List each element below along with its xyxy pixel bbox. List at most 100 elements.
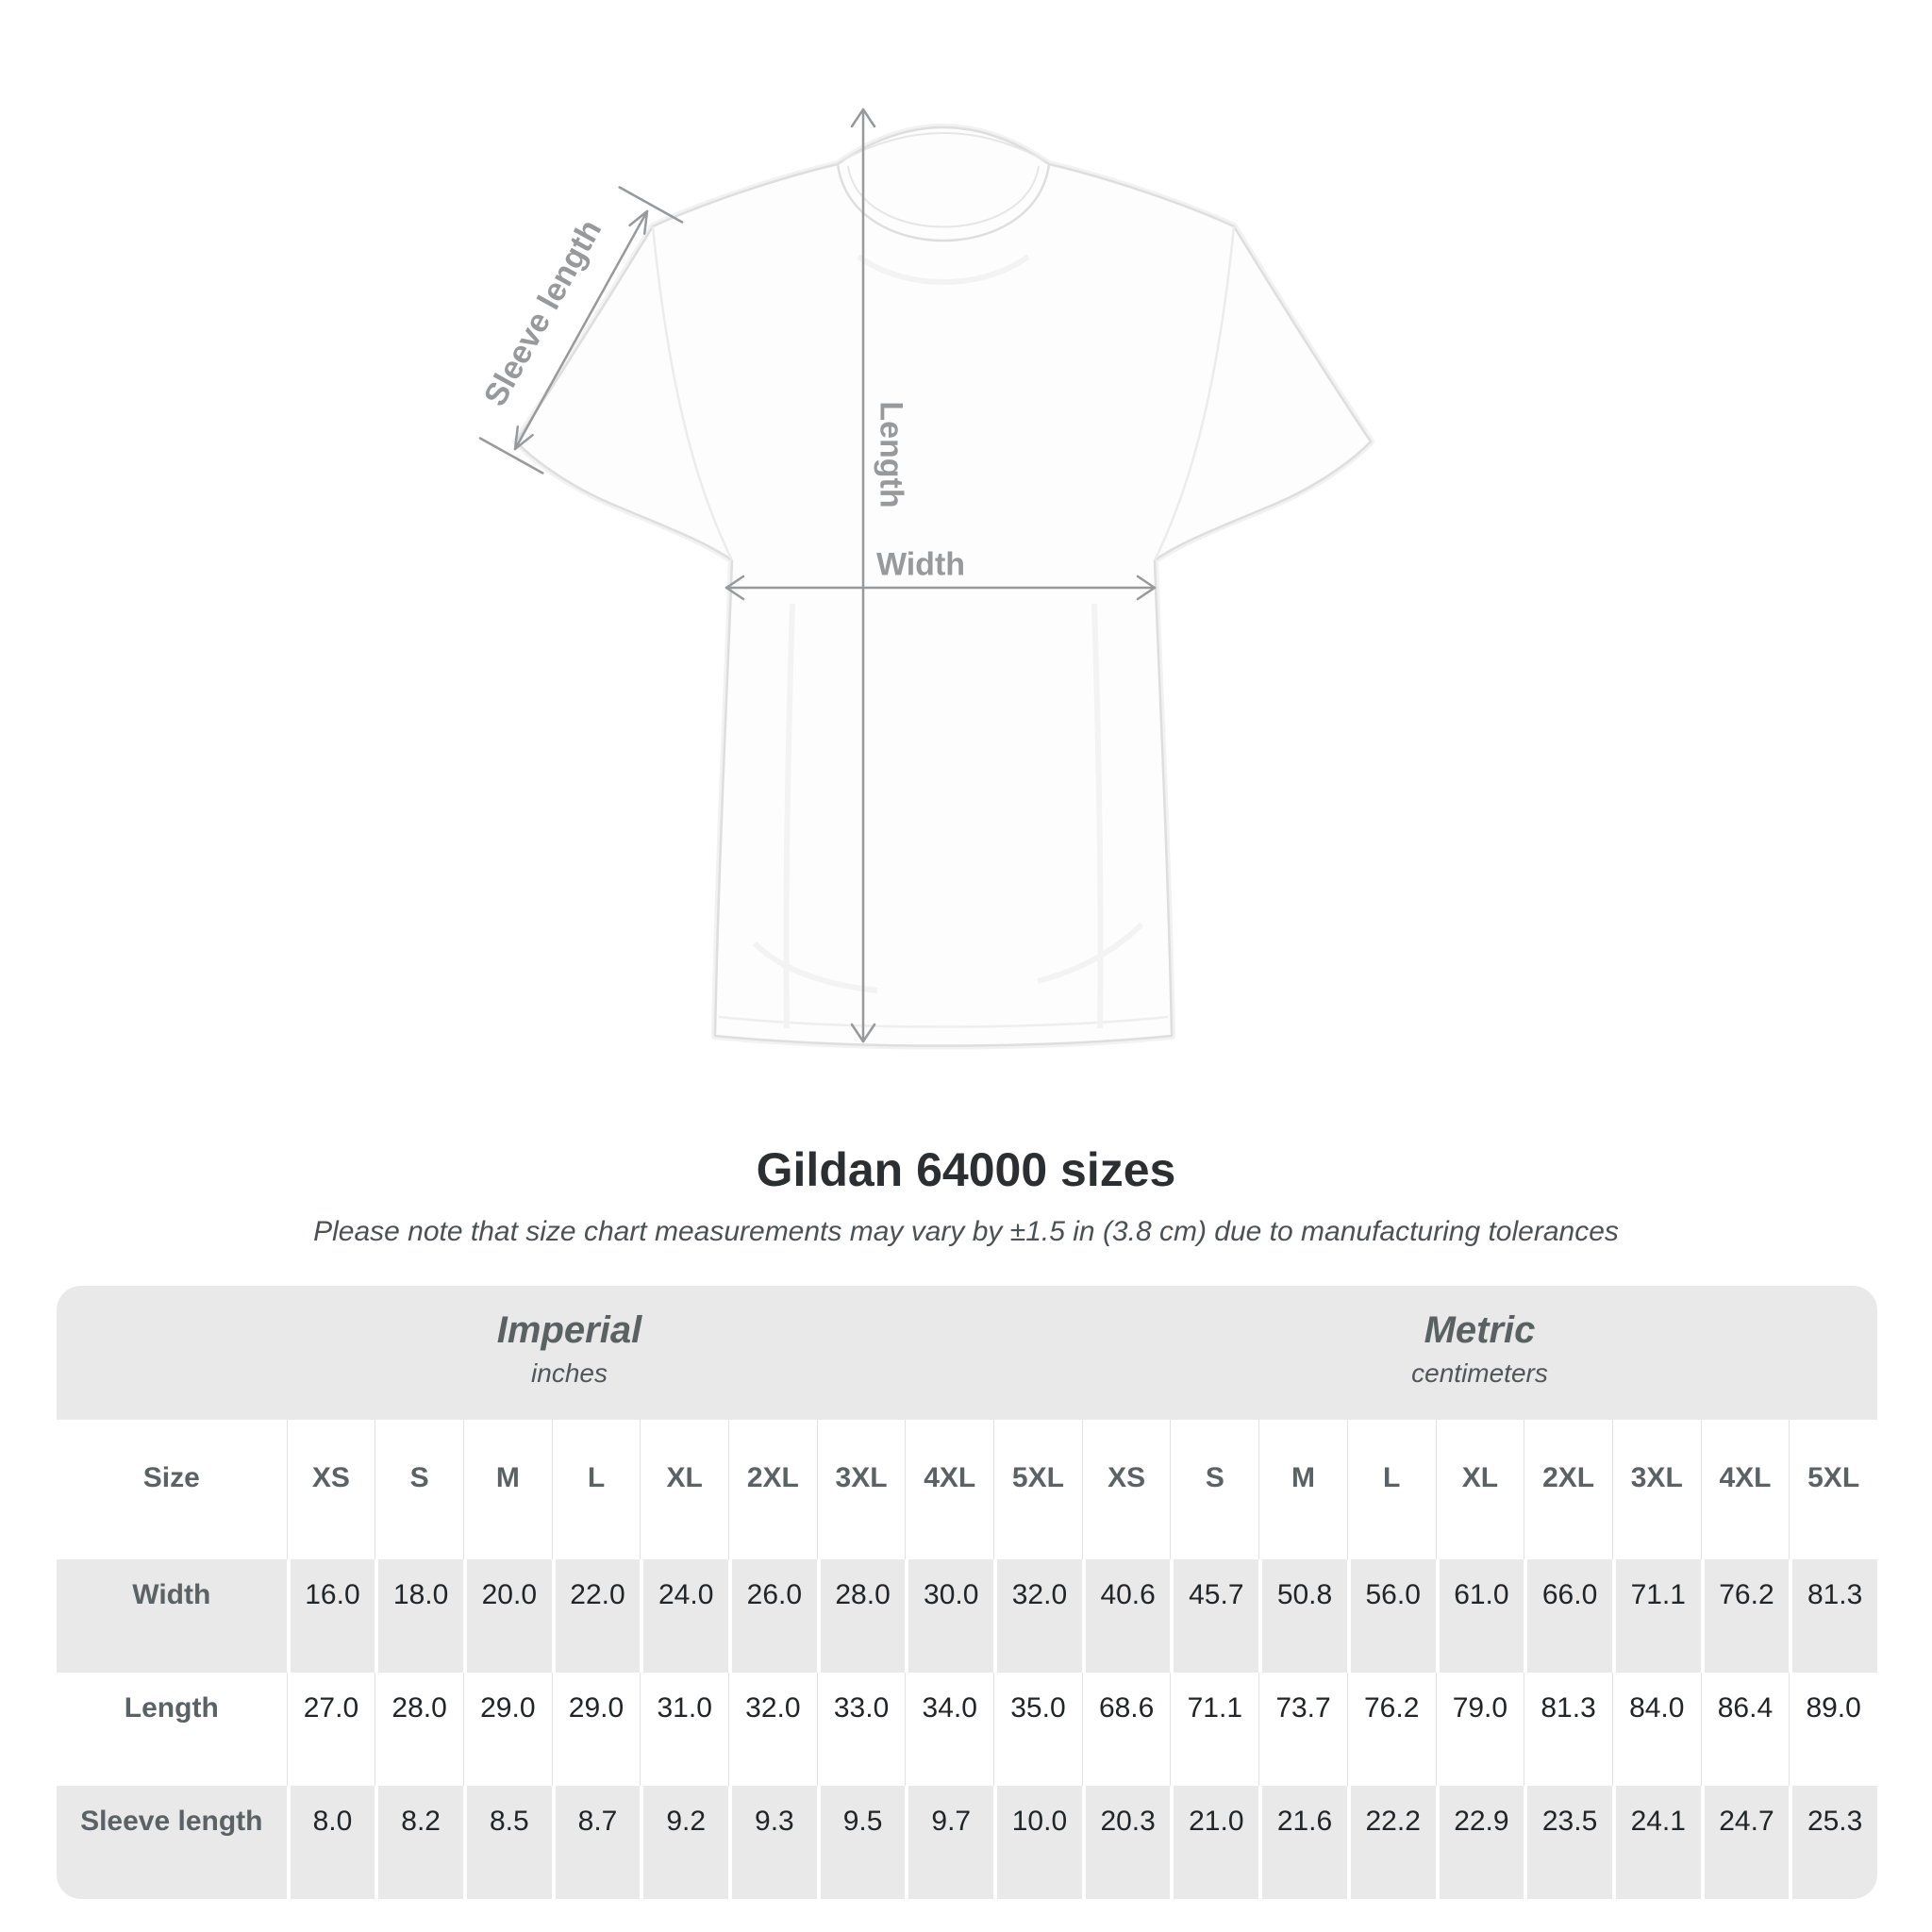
measurement-row-label: Width <box>132 1579 211 1610</box>
size-column-header: L <box>551 1420 641 1559</box>
size-column-header: 4XL <box>1700 1420 1790 1559</box>
tshirt-measurement-diagram: Sleeve length Length Width <box>477 108 1374 1050</box>
size-grid: Size XS S M L XL 2XL 3XL 4XL 5XL XS S M L XL 2XL 3XL 4XL 5… <box>57 1420 1877 1899</box>
sleeve-length-arrow <box>478 186 684 475</box>
measurement-value-cell: 22.2 <box>1346 1786 1436 1899</box>
size-column-header: 5XL <box>1789 1420 1877 1559</box>
measurement-value-cell: 71.1 <box>1611 1559 1701 1673</box>
measurement-value-cell: 89.0 <box>1789 1673 1877 1786</box>
tshirt-image <box>478 108 1374 1050</box>
measurement-value-cell: 9.2 <box>640 1786 728 1899</box>
measurement-value-cell: 45.7 <box>1170 1559 1258 1673</box>
metric-group-label: Metric <box>1424 1309 1536 1351</box>
measurement-value-cell: 21.0 <box>1170 1786 1258 1899</box>
size-column-header: XL <box>640 1420 728 1559</box>
measurement-value-cell: 40.6 <box>1081 1559 1171 1673</box>
imperial-group-unit: inches <box>531 1358 608 1388</box>
unit-group-header: Imperial inches Metric centimeters <box>57 1286 1877 1420</box>
measurement-value-cell: 86.4 <box>1700 1673 1790 1786</box>
measurement-value-cell: 8.7 <box>551 1786 641 1899</box>
measurement-value-cell: 23.5 <box>1524 1786 1612 1899</box>
measurement-value-cell: 18.0 <box>375 1559 463 1673</box>
measurement-value-cell: 28.0 <box>816 1559 906 1673</box>
measurement-value-cell: 20.3 <box>1081 1786 1171 1899</box>
measurement-value-cell: 24.7 <box>1700 1786 1790 1899</box>
measurement-value-cell: 29.0 <box>551 1673 641 1786</box>
measurement-value-cell: 10.0 <box>993 1786 1082 1899</box>
measurement-value-cell: 73.7 <box>1258 1673 1347 1786</box>
measurement-value-cell: 29.0 <box>462 1673 552 1786</box>
measurement-value-cell: 71.1 <box>1170 1673 1258 1786</box>
size-column-header: 4XL <box>905 1420 993 1559</box>
size-column-header: 2XL <box>1524 1420 1612 1559</box>
size-column-header: L <box>1346 1420 1436 1559</box>
measurement-value-cell: 24.0 <box>640 1559 728 1673</box>
tolerance-note: Please note that size chart measurements… <box>313 1216 1619 1247</box>
measurement-value-cell: 56.0 <box>1346 1559 1436 1673</box>
measurement-row: Width 16.0 18.0 20.0 22.0 24.0 26.0 28.0 30.0 32.… <box>57 1559 1877 1673</box>
collar <box>836 132 1051 242</box>
measurement-value-cell: 24.1 <box>1611 1786 1701 1899</box>
size-header-row: Size XS S M L XL 2XL 3XL 4XL 5XL XS S M L XL 2XL 3XL 4XL 5… <box>57 1420 1877 1559</box>
measurement-value-cell: 16.0 <box>286 1559 375 1673</box>
measurement-value-cell: 66.0 <box>1524 1559 1612 1673</box>
size-column-header: 3XL <box>816 1420 906 1559</box>
measurement-row-label: Sleeve length <box>80 1806 263 1837</box>
imperial-group-label: Imperial <box>496 1309 642 1351</box>
size-column-header: XS <box>1081 1420 1171 1559</box>
measurement-row: Sleeve length 8.0 8.2 8.5 8.7 9.2 9.3 9.5 9.7 10.… <box>57 1786 1877 1899</box>
measurement-value-cell: 27.0 <box>286 1673 375 1786</box>
measurement-value-cell: 35.0 <box>993 1673 1082 1786</box>
measurement-value-cell: 8.2 <box>375 1786 463 1899</box>
measurement-value-cell: 79.0 <box>1435 1673 1524 1786</box>
measurement-value-cell: 22.9 <box>1435 1786 1524 1899</box>
measurement-value-cell: 30.0 <box>905 1559 993 1673</box>
size-column-header: 2XL <box>728 1420 817 1559</box>
measurement-value-cell: 22.0 <box>551 1559 641 1673</box>
measurement-value-cell: 32.0 <box>993 1559 1082 1673</box>
width-arrow <box>724 575 1157 601</box>
length-annotation-label: Length <box>873 401 909 508</box>
width-annotation-label: Width <box>875 546 966 583</box>
measurement-value-cell: 28.0 <box>375 1673 463 1786</box>
measurement-value-cell: 26.0 <box>728 1559 817 1673</box>
size-table: Imperial inches Metric centimeters Size X… <box>57 1286 1877 1899</box>
measurement-value-cell: 20.0 <box>462 1559 552 1673</box>
size-column-header: M <box>1258 1420 1347 1559</box>
size-column-header: XL <box>1435 1420 1524 1559</box>
measurement-value-cell: 76.2 <box>1700 1559 1790 1673</box>
measurement-value-cell: 21.6 <box>1258 1786 1347 1899</box>
measurement-value-cell: 9.5 <box>816 1786 906 1899</box>
measurement-value-cell: 50.8 <box>1258 1559 1347 1673</box>
size-column-header: S <box>1170 1420 1258 1559</box>
size-column-header: M <box>462 1420 552 1559</box>
measurement-value-cell: 33.0 <box>816 1673 906 1786</box>
metric-group-header: Metric centimeters <box>1082 1286 1877 1420</box>
measurement-value-cell: 34.0 <box>905 1673 993 1786</box>
page-title: Gildan 64000 sizes <box>756 1143 1176 1196</box>
measurement-value-cell: 81.3 <box>1789 1559 1877 1673</box>
measurement-value-cell: 68.6 <box>1081 1673 1171 1786</box>
measurement-value-cell: 8.0 <box>286 1786 375 1899</box>
measurement-value-cell: 84.0 <box>1611 1673 1701 1786</box>
measurement-value-cell: 25.3 <box>1789 1786 1877 1899</box>
size-column-header: 5XL <box>993 1420 1082 1559</box>
size-column-header: S <box>375 1420 463 1559</box>
measurement-row: Length 27.0 28.0 29.0 29.0 31.0 32.0 33.0 34.0 35… <box>57 1673 1877 1786</box>
imperial-group-header: Imperial inches <box>57 1286 1082 1420</box>
measurement-value-cell: 8.5 <box>462 1786 552 1899</box>
length-arrow <box>850 108 876 1043</box>
size-column-header: 3XL <box>1611 1420 1701 1559</box>
size-column-label: Size <box>142 1462 200 1493</box>
size-column-header: XS <box>286 1420 375 1559</box>
measurement-arrows <box>478 108 1157 1043</box>
measurement-value-cell: 32.0 <box>728 1673 817 1786</box>
measurement-value-cell: 31.0 <box>640 1673 728 1786</box>
measurement-value-cell: 81.3 <box>1524 1673 1612 1786</box>
measurement-row-label: Length <box>124 1692 219 1724</box>
measurement-value-cell: 9.7 <box>905 1786 993 1899</box>
measurement-value-cell: 76.2 <box>1346 1673 1436 1786</box>
metric-group-unit: centimeters <box>1411 1358 1548 1388</box>
measurement-value-cell: 9.3 <box>728 1786 817 1899</box>
